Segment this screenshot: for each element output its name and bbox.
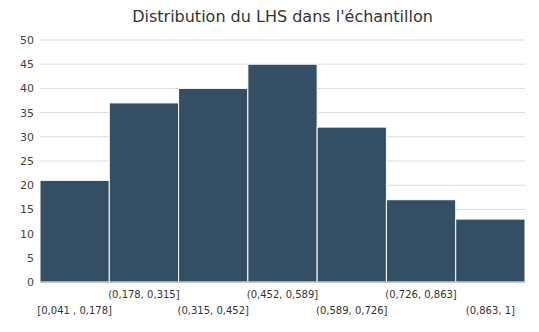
bar: [456, 219, 525, 282]
x-tick-label: (0,589, 0,726]: [316, 305, 388, 316]
x-axis-line: [40, 282, 525, 283]
y-tick-label: 10: [20, 228, 34, 241]
grid-line: [40, 282, 525, 283]
chart-svg: Distribution du LHS dans l'échantillon 0 5…: [0, 0, 539, 332]
y-tick-label: 5: [27, 252, 34, 265]
y-tick-label: 40: [20, 82, 34, 95]
y-tick-label: 45: [20, 58, 34, 71]
bar: [248, 64, 317, 282]
x-tick-label: (0,726, 0,863]: [385, 289, 457, 300]
x-tick-label: (0,863, 1]: [466, 305, 515, 316]
y-tick-label: 25: [20, 155, 34, 168]
x-tick-label: (0,315, 0,452]: [178, 305, 250, 316]
y-tick-label: 30: [20, 131, 34, 144]
bar: [317, 127, 386, 282]
x-tick-label: (0,452, 0,589]: [247, 289, 319, 300]
grid: [40, 40, 525, 282]
bar: [386, 200, 455, 282]
chart-container: Distribution du LHS dans l'échantillon 0 5…: [0, 0, 539, 332]
y-tick-label: 15: [20, 203, 34, 216]
bar: [179, 88, 248, 282]
y-tick-label: 50: [20, 34, 34, 47]
y-tick-label: 0: [27, 276, 34, 289]
title: Distribution du LHS dans l'échantillon: [132, 7, 433, 26]
grid-line: [40, 40, 525, 41]
x-tick-label: (0,178, 0,315]: [108, 289, 180, 300]
y-tick-label: 35: [20, 107, 34, 120]
y-tick-label: 20: [20, 179, 34, 192]
bars: [40, 64, 525, 282]
bar: [40, 180, 109, 282]
x-tick-label: [0,041 , 0,178]: [37, 305, 112, 316]
bar: [109, 103, 178, 282]
